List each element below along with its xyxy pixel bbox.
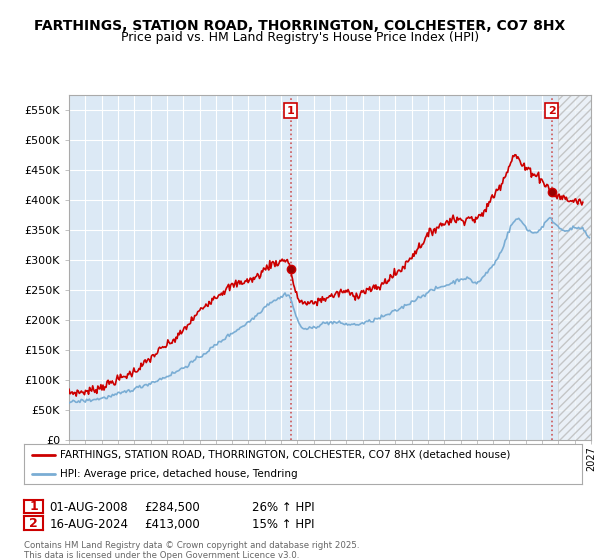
- Text: Contains HM Land Registry data © Crown copyright and database right 2025.
This d: Contains HM Land Registry data © Crown c…: [24, 541, 359, 560]
- Text: 2: 2: [548, 105, 556, 115]
- Text: 16-AUG-2024: 16-AUG-2024: [49, 517, 128, 531]
- Text: FARTHINGS, STATION ROAD, THORRINGTON, COLCHESTER, CO7 8HX: FARTHINGS, STATION ROAD, THORRINGTON, CO…: [34, 19, 566, 33]
- Text: £284,500: £284,500: [144, 501, 200, 514]
- Text: 1: 1: [287, 105, 295, 115]
- Text: 15% ↑ HPI: 15% ↑ HPI: [252, 517, 314, 531]
- Text: FARTHINGS, STATION ROAD, THORRINGTON, COLCHESTER, CO7 8HX (detached house): FARTHINGS, STATION ROAD, THORRINGTON, CO…: [60, 450, 511, 460]
- Text: HPI: Average price, detached house, Tendring: HPI: Average price, detached house, Tend…: [60, 469, 298, 478]
- Text: 01-AUG-2008: 01-AUG-2008: [49, 501, 128, 514]
- Text: 2: 2: [29, 516, 38, 530]
- Text: 1: 1: [29, 500, 38, 513]
- Text: 26% ↑ HPI: 26% ↑ HPI: [252, 501, 314, 514]
- Text: Price paid vs. HM Land Registry's House Price Index (HPI): Price paid vs. HM Land Registry's House …: [121, 31, 479, 44]
- Text: £413,000: £413,000: [144, 517, 200, 531]
